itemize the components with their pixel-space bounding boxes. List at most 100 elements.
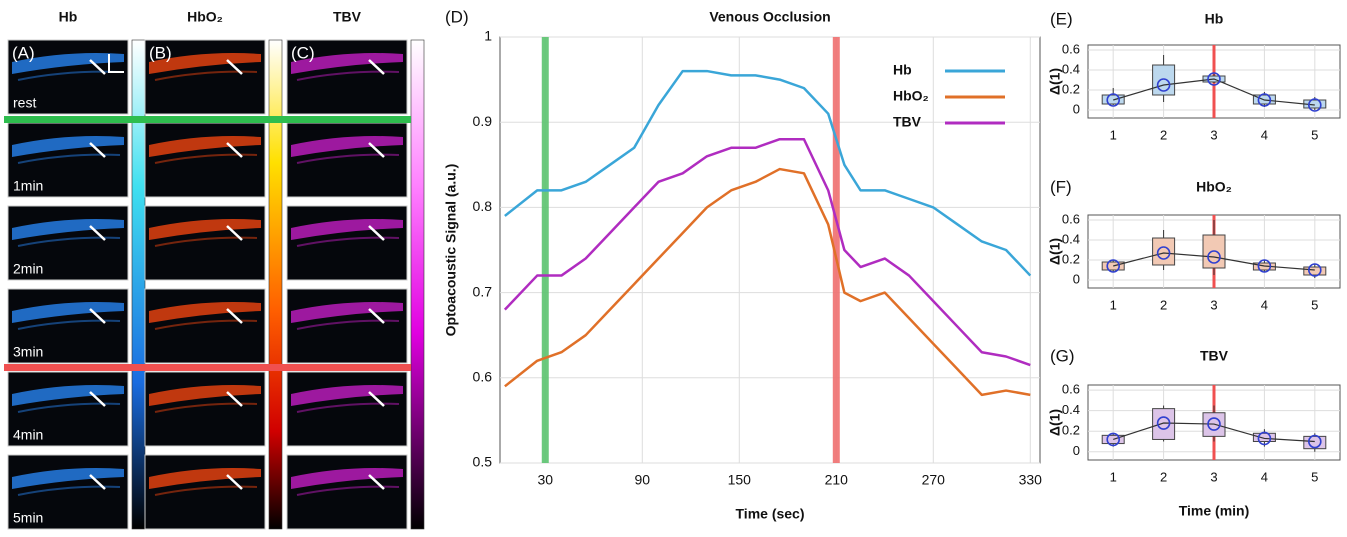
y-tick-label: 0.9 <box>473 113 493 129</box>
x-tick-label: 5 <box>1311 469 1318 484</box>
x-tick-label: 2 <box>1160 297 1167 312</box>
x-tick-label: 150 <box>728 472 752 488</box>
panel-label: (B) <box>149 43 172 62</box>
tissue-signal <box>291 468 403 489</box>
mean-marker <box>1207 250 1221 264</box>
x-axis-label: Time (sec) <box>736 506 805 522</box>
arrow-marker <box>226 391 243 407</box>
tissue-signal <box>291 136 403 157</box>
y-axis-label: Δ(1) <box>1047 409 1063 436</box>
x-tick-label: 5 <box>1311 127 1318 142</box>
tissue-signal <box>12 468 124 489</box>
arrow-marker <box>89 391 106 407</box>
mean-marker <box>1106 93 1120 107</box>
series-line <box>504 167 1031 397</box>
row-label: 1min <box>13 178 43 194</box>
plot-area <box>499 36 1041 464</box>
x-tick-label: 3 <box>1210 469 1217 484</box>
occlusion-end-marker <box>4 364 411 371</box>
colorbar <box>410 39 425 530</box>
x-axis-label: Time (min) <box>1179 503 1250 519</box>
mean-marker <box>1308 434 1322 449</box>
tissue-signal <box>296 402 400 413</box>
x-tick-label: 270 <box>922 472 946 488</box>
panel-label: (C) <box>291 43 315 62</box>
image-tile <box>7 39 129 115</box>
tissue-signal <box>149 136 261 157</box>
box <box>1252 432 1276 443</box>
arrow-marker <box>89 308 106 324</box>
arrow-marker <box>89 142 106 158</box>
legend-label: TBV <box>893 114 922 130</box>
tissue-signal <box>12 53 124 74</box>
image-tile <box>7 454 129 530</box>
y-tick-label: 0.6 <box>1062 382 1080 397</box>
arrow-marker <box>226 225 243 241</box>
arrow-marker <box>226 308 243 324</box>
image-tile <box>7 371 129 447</box>
image-tile <box>144 371 266 447</box>
panel-label: (G) <box>1050 346 1075 365</box>
tissue-signal <box>12 136 124 157</box>
y-tick-label: 0.5 <box>473 454 493 470</box>
arrow-marker <box>368 225 385 241</box>
arrow-marker <box>89 225 106 241</box>
tissue-signal <box>17 485 121 496</box>
arrow-marker <box>226 59 243 75</box>
tissue-signal <box>291 302 403 323</box>
tissue-signal <box>17 319 121 330</box>
tissue-signal <box>17 402 121 413</box>
mean-marker <box>1257 93 1272 107</box>
legend-label: HbO₂ <box>893 88 929 104</box>
mean-marker <box>1207 417 1221 431</box>
image-tile <box>7 122 129 198</box>
tissue-signal <box>154 236 258 247</box>
image-tile <box>144 205 266 281</box>
image-tile <box>286 454 408 530</box>
y-tick-label: 0.2 <box>1062 81 1080 96</box>
image-tile <box>286 122 408 198</box>
mean-marker <box>1156 416 1171 430</box>
panel-label: (D) <box>445 7 469 26</box>
y-tick-label: 0.4 <box>1062 231 1080 246</box>
panel-label: (A) <box>12 43 35 62</box>
mean-marker <box>1308 98 1322 112</box>
tissue-signal <box>12 385 124 406</box>
arrow-marker <box>368 59 385 75</box>
mean-line <box>1113 78 1315 106</box>
arrow-marker <box>368 308 385 324</box>
panel-label: (F) <box>1050 177 1072 196</box>
y-tick-label: 0 <box>1073 101 1080 116</box>
x-tick-label: 3 <box>1210 127 1217 142</box>
y-tick-label: 1 <box>484 28 492 44</box>
image-tile <box>7 205 129 281</box>
image-tile <box>286 288 408 364</box>
column-title: HbO₂ <box>187 9 223 25</box>
row-label: 5min <box>13 510 43 526</box>
tissue-signal <box>149 219 261 240</box>
row-label: rest <box>13 95 36 111</box>
row-label: 2min <box>13 261 43 277</box>
panel-label: (E) <box>1050 9 1073 28</box>
x-tick-label: 3 <box>1210 297 1217 312</box>
mean-marker <box>1156 78 1171 92</box>
tissue-signal <box>12 219 124 240</box>
arrow-marker <box>226 142 243 158</box>
y-tick-label: 0.6 <box>1062 211 1080 226</box>
y-tick-label: 0.2 <box>1062 251 1080 266</box>
tissue-signal <box>296 70 400 81</box>
mean-marker <box>1257 259 1272 273</box>
y-tick-label: 0.4 <box>1062 402 1080 417</box>
series-line <box>504 69 1032 277</box>
mean-marker <box>1207 72 1221 86</box>
tissue-signal <box>296 153 400 164</box>
row-label: 4min <box>13 427 43 443</box>
colorbar <box>131 39 146 530</box>
arrow-marker <box>226 474 243 490</box>
y-tick-label: 0 <box>1073 271 1080 286</box>
y-tick-label: 0.7 <box>473 283 493 299</box>
mean-marker <box>1106 432 1120 447</box>
x-tick-label: 1 <box>1110 127 1117 142</box>
rest-marker <box>4 116 411 123</box>
tissue-signal <box>12 302 124 323</box>
